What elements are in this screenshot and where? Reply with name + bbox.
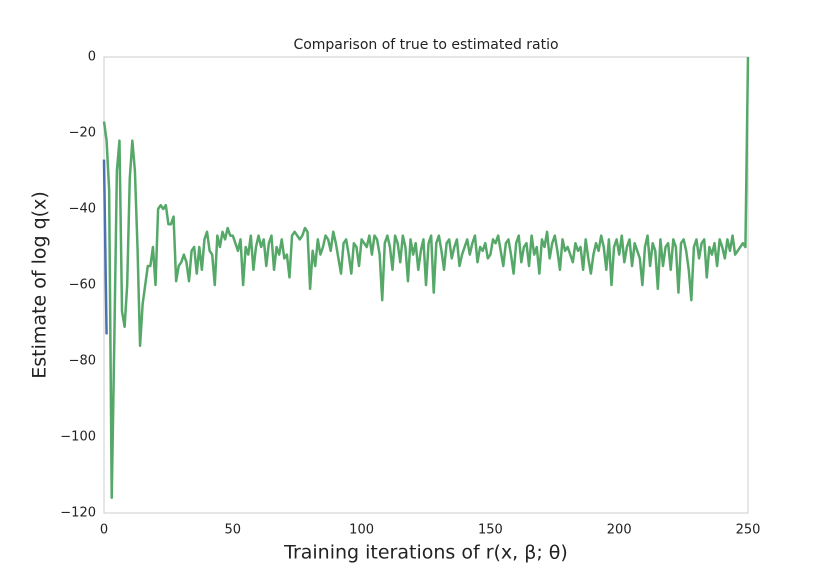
y-tick-label: 0 [88, 50, 96, 65]
x-tick-label: 100 [349, 523, 374, 538]
x-axis-label: Training iterations of r(x, β; θ) [283, 542, 568, 564]
y-tick-label: −20 [69, 126, 96, 141]
data-line [102, 56, 750, 500]
data-line [102, 159, 108, 335]
x-tick-label: 0 [100, 523, 108, 538]
y-tick-label: −100 [60, 430, 96, 445]
y-tick-label: −40 [69, 202, 96, 217]
x-tick-label: 200 [607, 523, 632, 538]
y-axis-label: Estimate of log q(x) [29, 191, 51, 378]
x-tick-label: 50 [225, 523, 242, 538]
x-tick-label: 150 [478, 523, 503, 538]
y-tick-label: −60 [69, 278, 96, 293]
y-tick-label: −80 [69, 354, 96, 369]
plot-frame [103, 56, 749, 514]
y-tick-label: −120 [60, 506, 96, 521]
chart-title: Comparison of true to estimated ratio [293, 37, 558, 53]
x-tick-label: 250 [736, 523, 761, 538]
